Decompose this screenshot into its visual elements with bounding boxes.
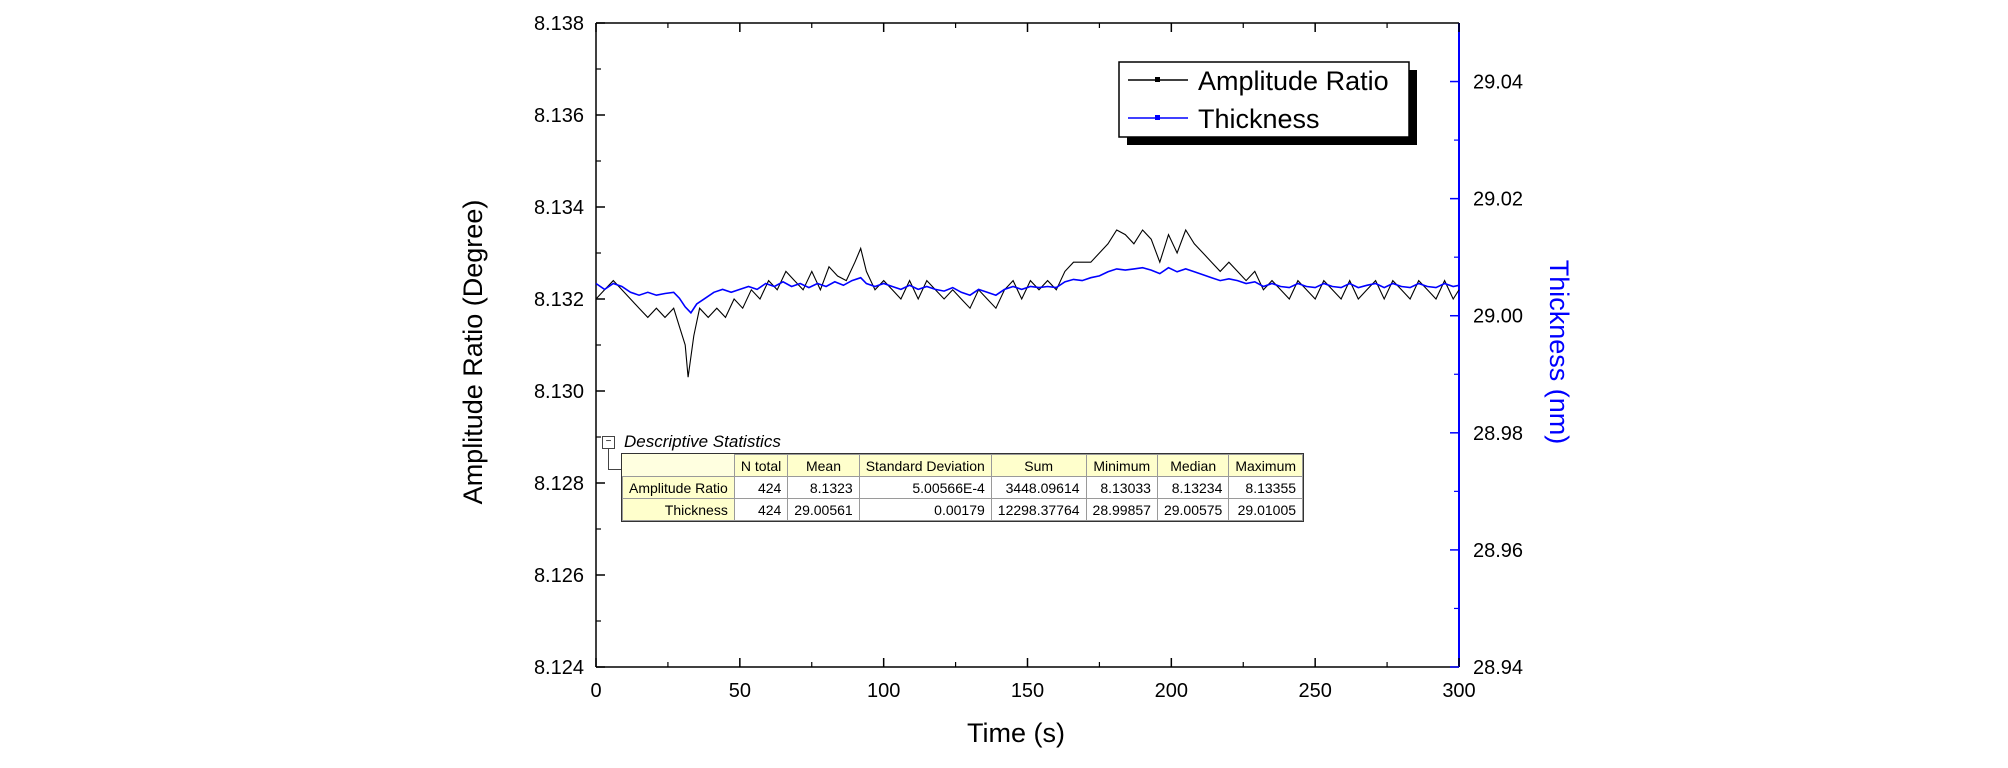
- stats-cell: 8.13234: [1156, 476, 1230, 499]
- y-axis-right-title: Thickness (nm): [1544, 260, 1574, 445]
- x-tick-label: 250: [1298, 680, 1331, 702]
- x-tick-label: 0: [590, 680, 601, 702]
- y-right-tick-label: 29.00: [1473, 306, 1523, 328]
- stats-header-sum: Sum: [990, 454, 1087, 477]
- y-left-tick-label: 8.132: [534, 289, 584, 311]
- stats-cell: 12298.37764: [990, 498, 1087, 521]
- stats-cell: 29.00561: [787, 498, 860, 521]
- y-axis-right: 28.94 28.96 28.98 29.00 29.02 29.04: [1450, 72, 1523, 679]
- stats-row-label: Thickness: [622, 498, 735, 521]
- y-axis-left-title: Amplitude Ratio (Degree): [458, 200, 488, 505]
- y-left-tick-label: 8.134: [534, 197, 584, 219]
- legend-label-amplitude-ratio: Amplitude Ratio: [1198, 66, 1389, 96]
- legend-marker-amplitude-ratio: [1155, 77, 1160, 82]
- stats-header-median: Median: [1156, 454, 1230, 477]
- collapse-toggle[interactable]: −: [602, 436, 615, 449]
- y-axis-left: 8.124 8.126 8.128 8.130 8.132 8.134 8.136 8.138: [534, 13, 605, 679]
- stats-caption: Descriptive Statistics: [624, 432, 781, 451]
- table-row: Amplitude Ratio 424 8.1323 5.00566E-4 34…: [622, 476, 1304, 499]
- tree-bracket: [608, 449, 623, 470]
- legend-box: [1118, 61, 1410, 138]
- stats-cell: 28.99857: [1085, 498, 1158, 521]
- x-tick-label: 150: [1011, 680, 1044, 702]
- y-left-tick-label: 8.128: [534, 473, 584, 495]
- series-line-thickness: [595, 266, 1460, 315]
- stats-header-mean: Mean: [787, 454, 860, 477]
- stats-cell: 5.00566E-4: [858, 476, 992, 499]
- y-left-tick-label: 8.138: [534, 13, 584, 35]
- stats-header-minimum: Minimum: [1085, 454, 1158, 477]
- x-tick-label: 200: [1155, 680, 1188, 702]
- stats-table: N total Mean Standard Deviation Sum Mini…: [620, 453, 1305, 522]
- x-tick-label: 100: [867, 680, 900, 702]
- y-left-tick-label: 8.126: [534, 565, 584, 587]
- x-tick-label: 300: [1442, 680, 1475, 702]
- x-axis: 0 50 100 150 200 250 300: [590, 23, 1476, 702]
- stats-header-n-total: N total: [733, 454, 789, 477]
- series-layer: [595, 228, 1460, 378]
- y-left-tick-label: 8.136: [534, 105, 584, 127]
- series-line-amplitude-ratio: [595, 228, 1460, 378]
- stats-cell: 424: [733, 498, 789, 521]
- y-right-tick-label: 29.02: [1473, 189, 1523, 211]
- stats-cell: 29.01005: [1228, 498, 1304, 521]
- y-right-tick-label: 28.98: [1473, 423, 1523, 445]
- stats-cell: 424: [733, 476, 789, 499]
- stats-cell: 8.13033: [1085, 476, 1158, 499]
- stats-header-maximum: Maximum: [1228, 454, 1304, 477]
- stats-cell: 8.1323: [787, 476, 860, 499]
- x-axis-title: Time (s): [967, 718, 1065, 748]
- stats-header-standard-deviation: Standard Deviation: [858, 454, 992, 477]
- table-row: Thickness 424 29.00561 0.00179 12298.377…: [622, 498, 1304, 521]
- legend: Amplitude Ratio Thickness: [1118, 61, 1417, 145]
- stats-cell: 29.00575: [1156, 498, 1230, 521]
- legend-marker-thickness: [1155, 115, 1160, 120]
- stats-cell: 0.00179: [858, 498, 992, 521]
- x-tick-label: 50: [729, 680, 751, 702]
- stats-row-label: Amplitude Ratio: [622, 476, 735, 499]
- y-right-tick-label: 28.96: [1473, 540, 1523, 562]
- legend-label-thickness: Thickness: [1198, 104, 1320, 134]
- stats-corner-cell: [622, 454, 735, 477]
- y-right-tick-label: 28.94: [1473, 657, 1523, 679]
- y-left-tick-label: 8.124: [534, 657, 584, 679]
- y-left-tick-label: 8.130: [534, 381, 584, 403]
- legend-entry-thickness: Thickness: [1128, 104, 1320, 134]
- stats-cell: 3448.09614: [990, 476, 1087, 499]
- stats-cell: 8.13355: [1228, 476, 1304, 499]
- stats-header-row: N total Mean Standard Deviation Sum Mini…: [622, 454, 1304, 477]
- y-right-tick-label: 29.04: [1473, 72, 1523, 94]
- legend-entry-amplitude-ratio: Amplitude Ratio: [1128, 66, 1389, 96]
